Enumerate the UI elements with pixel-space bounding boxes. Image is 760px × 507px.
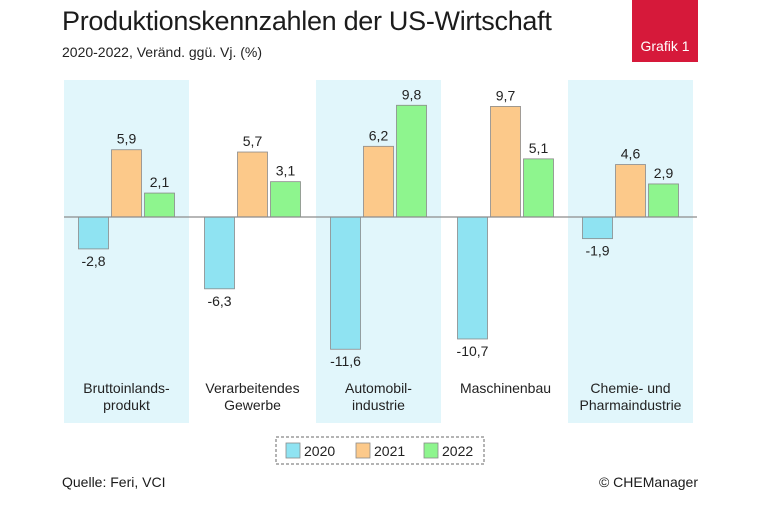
chart-title: Produktionskennzahlen der US-Wirtschaft [62, 6, 552, 36]
category-label: Automobil-industrie [345, 380, 412, 413]
value-label: 9,7 [496, 87, 516, 103]
bar-2022 [523, 158, 554, 218]
bar-2020 [204, 216, 235, 290]
category-label: Verarbeitendes Gewerbe [205, 380, 299, 413]
bar-2020 [330, 216, 361, 350]
copyright-note: © CHEManager [598, 474, 698, 490]
bar-2022 [648, 183, 679, 218]
bar-2022 [270, 181, 301, 218]
value-label: -1,9 [585, 243, 609, 259]
category-label: Chemie- und Pharmaindustrie [580, 380, 682, 413]
category-label: Maschinenbau [460, 380, 551, 396]
value-label: -6,3 [207, 293, 231, 309]
value-label: 5,9 [117, 131, 137, 147]
legend-swatch-2020 [285, 442, 301, 459]
bar-2020 [78, 216, 109, 250]
value-label: 5,7 [243, 133, 263, 149]
value-label: -2,8 [81, 253, 105, 269]
legend-swatch-2022 [423, 442, 439, 459]
value-label: -10,7 [457, 343, 489, 359]
value-label: 6,2 [369, 127, 389, 143]
value-label: 3,1 [276, 163, 296, 179]
chart-subtitle: 2020-2022, Veränd. ggü. Vj. (%) [62, 44, 263, 60]
value-label: -11,6 [330, 353, 361, 369]
bar-2021 [237, 151, 268, 218]
category-panel [64, 80, 189, 423]
value-label: 2,1 [150, 174, 170, 190]
value-label: 2,9 [654, 165, 674, 181]
bar-2021 [363, 145, 394, 218]
legend-label-2021: 2021 [374, 443, 405, 459]
figure-badge: Grafik 1 [632, 0, 698, 62]
value-label: 9,8 [402, 86, 422, 102]
legend-box [275, 436, 485, 465]
bar-2022 [396, 104, 427, 218]
value-label: 5,1 [529, 140, 549, 156]
legend-label-2020: 2020 [304, 443, 335, 459]
bar-2021 [111, 149, 142, 218]
legend-label-2022: 2022 [442, 443, 473, 459]
category-label: Bruttoinlands-produkt [83, 380, 170, 413]
figure-badge-label: Grafik 1 [640, 38, 690, 54]
value-label: 4,6 [621, 146, 641, 162]
bar-2020 [582, 216, 613, 240]
source-note: Quelle: Feri, VCI [62, 474, 166, 490]
legend-swatch-2021 [355, 442, 371, 459]
bar-2021 [615, 164, 646, 218]
bar-2021 [490, 106, 521, 218]
bar-2020 [457, 216, 488, 340]
category-panel [568, 80, 693, 423]
bar-2022 [144, 192, 175, 218]
